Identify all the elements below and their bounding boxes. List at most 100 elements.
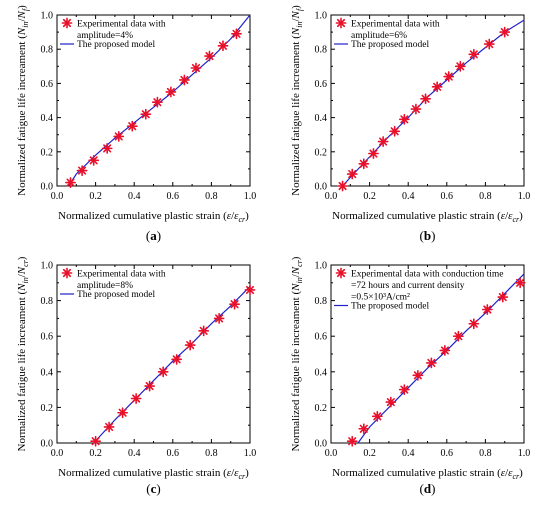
data-point — [389, 125, 401, 137]
x-axis-label: Normalized cumulative plastic strain (ε/… — [332, 210, 523, 224]
data-point — [385, 396, 397, 408]
x-tick-label: 1.0 — [518, 191, 531, 202]
asterisk-stroke — [369, 149, 378, 158]
y-tick-label: 0.6 — [41, 79, 54, 90]
data-point — [452, 330, 464, 342]
asterisk-stroke — [498, 292, 507, 302]
x-tick-label: 0.6 — [441, 448, 454, 459]
legend-label: Experimental data with — [351, 20, 440, 30]
x-tick-label: 0.4 — [128, 448, 141, 459]
legend-marker — [61, 17, 73, 29]
legend-label: The proposed model — [77, 40, 155, 50]
asterisk-stroke — [336, 268, 346, 278]
asterisk-stroke — [66, 178, 75, 187]
panel-caption: (b) — [420, 228, 436, 243]
legend-label: Experimental data with — [77, 270, 166, 280]
asterisk-stroke — [159, 367, 168, 376]
asterisk-stroke — [400, 385, 409, 394]
asterisk-stroke — [118, 408, 127, 417]
data-point — [368, 148, 379, 159]
x-tick-label: 0.6 — [441, 191, 454, 202]
data-point — [157, 366, 169, 378]
asterisk-stroke — [413, 371, 422, 380]
asterisk-stroke — [444, 72, 453, 81]
model-line — [93, 285, 251, 444]
asterisk-stroke — [359, 159, 368, 168]
x-tick-label: 0.6 — [167, 191, 180, 202]
y-tick-label: 0.8 — [315, 296, 328, 307]
asterisk-stroke — [245, 285, 255, 294]
data-point — [454, 60, 466, 72]
x-tick-label: 0.6 — [167, 448, 180, 459]
model-line — [68, 14, 251, 187]
data-point — [151, 96, 163, 108]
data-point — [499, 26, 511, 38]
data-point — [204, 50, 215, 62]
legend-label: The proposed model — [351, 302, 429, 312]
data-point — [398, 113, 410, 125]
asterisk-stroke — [359, 424, 368, 433]
asterisk-stroke — [386, 398, 395, 407]
data-point — [171, 353, 183, 365]
data-point — [410, 103, 422, 115]
asterisk-stroke — [91, 437, 100, 446]
asterisk-stroke — [469, 319, 478, 328]
data-point — [90, 435, 101, 447]
asterisk-stroke — [89, 156, 98, 165]
y-tick-label: 0.4 — [315, 367, 328, 378]
asterisk-stroke — [427, 358, 436, 367]
asterisk-stroke — [390, 127, 399, 136]
data-point — [229, 298, 240, 310]
y-tick-label: 0.8 — [41, 45, 54, 56]
x-tick-label: 0.8 — [479, 448, 492, 459]
y-tick-label: 0.6 — [41, 332, 54, 343]
asterisk-stroke — [338, 181, 347, 191]
data-point — [103, 421, 115, 433]
legend-label: =0.5×10³A/cm² — [351, 293, 410, 303]
y-axis-label: Normalized fatigue life increament (Nin/… — [290, 5, 304, 196]
asterisk-stroke — [232, 29, 241, 38]
asterisk-stroke — [456, 62, 465, 71]
data-point — [144, 380, 156, 392]
data-point — [65, 177, 76, 188]
data-point — [398, 384, 410, 396]
y-tick-label: 0.4 — [41, 367, 54, 378]
asterisk-stroke — [215, 314, 224, 323]
data-point — [439, 345, 451, 356]
y-tick-label: 0.0 — [315, 439, 328, 450]
asterisk-stroke — [230, 300, 239, 309]
data-point — [412, 369, 424, 381]
y-tick-label: 0.8 — [41, 296, 54, 307]
y-tick-label: 1.0 — [315, 11, 328, 22]
x-tick-label: 0.8 — [205, 448, 218, 459]
data-point — [468, 48, 480, 60]
asterisk-stroke — [454, 332, 463, 341]
asterisk-stroke — [78, 166, 87, 175]
panel-c: 0.0 0.2 0.4 0.6 0.8 1.0 0.0 0.2 0.4 0.6 0.8 1.0 Norm… — [16, 256, 256, 496]
asterisk-stroke — [469, 50, 478, 59]
y-tick-label: 0.0 — [315, 182, 328, 193]
y-tick-label: 0.0 — [41, 182, 54, 193]
data-point — [130, 393, 142, 404]
y-axis-label: Normalized fatigue life increament (Nin/… — [16, 256, 30, 451]
legend-label: The proposed model — [77, 290, 155, 300]
x-tick-label: 0.2 — [363, 191, 376, 202]
data-point — [126, 120, 138, 132]
asterisk-stroke — [348, 169, 357, 179]
x-tick-label: 0.8 — [205, 191, 218, 202]
asterisk-stroke — [373, 412, 382, 421]
x-tick-label: 0.0 — [325, 448, 338, 459]
asterisk-stroke — [153, 98, 162, 107]
data-point — [358, 423, 370, 435]
asterisk-stroke — [103, 144, 112, 153]
panel-caption: (c) — [146, 481, 160, 496]
asterisk-stroke — [62, 268, 72, 278]
y-tick-label: 0.2 — [315, 147, 328, 158]
y-tick-label: 0.6 — [315, 332, 328, 343]
x-tick-label: 1.0 — [518, 448, 531, 459]
asterisk-stroke — [180, 75, 189, 85]
data-point — [213, 312, 225, 324]
y-tick-label: 0.2 — [41, 147, 54, 158]
y-tick-label: 1.0 — [41, 261, 54, 272]
